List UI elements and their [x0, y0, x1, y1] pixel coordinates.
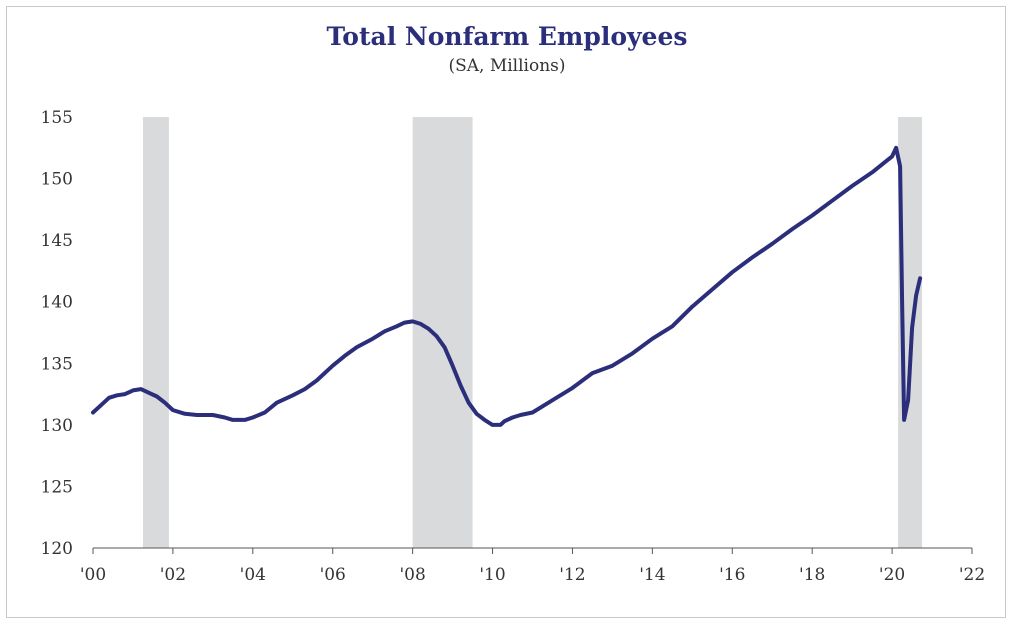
chart-frame — [6, 6, 1006, 618]
x-tick-label: '06 — [320, 565, 346, 585]
x-tick-label: '08 — [399, 565, 425, 585]
x-tick-label: '10 — [479, 565, 505, 585]
x-tick-label: '16 — [719, 565, 745, 585]
y-tick-label: 145 — [41, 231, 73, 251]
y-tick-label: 125 — [41, 477, 73, 497]
x-tick-label: '02 — [160, 565, 186, 585]
x-tick-label: '20 — [879, 565, 905, 585]
x-tick-label: '14 — [639, 565, 665, 585]
chart-title: Total Nonfarm Employees — [326, 22, 688, 51]
recession-band-1 — [412, 117, 473, 548]
y-tick-label: 140 — [41, 293, 73, 313]
y-tick-label: 120 — [41, 539, 73, 559]
x-tick-label: '12 — [559, 565, 585, 585]
x-tick-label: '22 — [959, 565, 985, 585]
recession-band-0 — [142, 117, 169, 548]
recession-bands — [142, 117, 923, 548]
y-tick-label: 135 — [41, 354, 73, 374]
x-tick-label: '18 — [799, 565, 825, 585]
y-tick-label: 150 — [41, 170, 73, 190]
x-tick-label: '04 — [240, 565, 266, 585]
y-tick-label: 130 — [41, 416, 73, 436]
axes: 120 125 130 135 140 145 150 155 '00 '02 '04 '06 '08 '… — [41, 108, 986, 585]
y-tick-label: 155 — [41, 108, 73, 128]
chart-subtitle: (SA, Millions) — [448, 56, 566, 76]
series-line-0 — [91, 145, 923, 427]
x-tick-label: '00 — [80, 565, 106, 585]
series-line-group — [91, 145, 923, 427]
